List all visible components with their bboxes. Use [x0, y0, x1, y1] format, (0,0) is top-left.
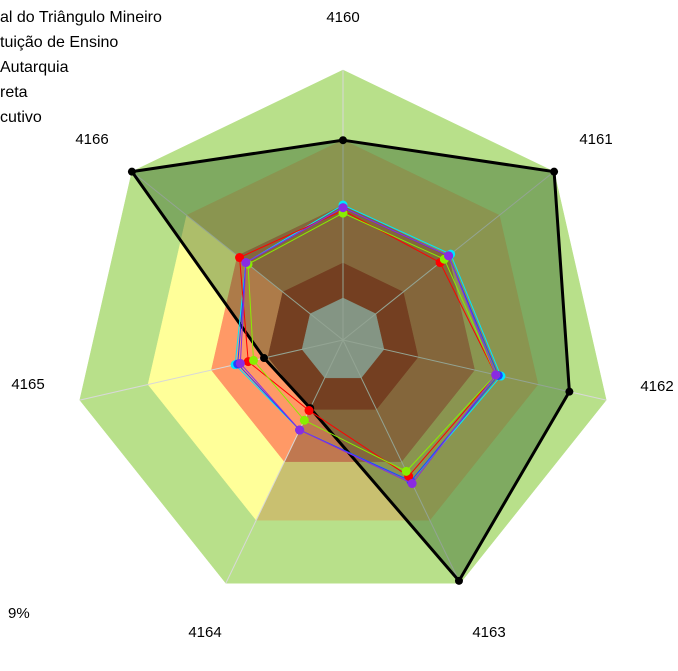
background-bands [79, 69, 607, 584]
series-point [565, 387, 574, 396]
axis-label: 4164 [188, 624, 221, 641]
legend-label: cutivo [0, 109, 42, 126]
series-point [241, 258, 251, 268]
series-line [239, 209, 497, 477]
series-point [235, 358, 245, 368]
axis-label: 4165 [11, 376, 44, 393]
series-point [491, 370, 501, 380]
series-point [249, 355, 259, 365]
axis-label: 4162 [640, 378, 673, 395]
series-point [260, 354, 269, 363]
axis-label: 4160 [326, 9, 359, 26]
series-point [401, 466, 411, 476]
legend-label: Autarquia [0, 59, 69, 76]
axis-label: 4166 [75, 131, 108, 148]
axis-label: 4163 [472, 624, 505, 641]
spoke [342, 339, 461, 584]
series-point [299, 415, 309, 425]
series-line [129, 138, 571, 584]
spoke [225, 339, 344, 584]
spoke [342, 339, 607, 401]
series-point [338, 203, 348, 213]
series-point [304, 406, 314, 416]
series-point [444, 251, 454, 261]
series-point [127, 167, 136, 176]
spoke [79, 339, 344, 401]
series-point [295, 425, 305, 435]
series-line [247, 212, 497, 472]
legend-label: reta [0, 84, 28, 101]
annotation: 9% [8, 605, 30, 622]
series-point [454, 576, 463, 585]
series-point [550, 167, 559, 176]
series-point [235, 253, 245, 263]
axis-label: 4161 [579, 131, 612, 148]
legend-label: tuição de Ensino [0, 34, 118, 51]
legend-label: al do Triângulo Mineiro [0, 9, 162, 26]
series-point [339, 136, 347, 145]
series-line [239, 207, 497, 485]
series-point [407, 479, 417, 489]
